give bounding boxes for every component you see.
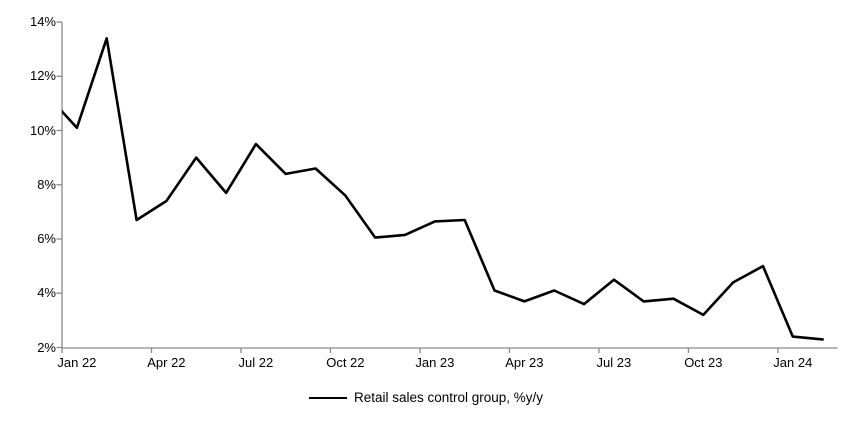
x-axis-tick-label: Jul 22: [238, 355, 274, 370]
y-axis-tick-label: 10%: [29, 122, 56, 138]
legend: Retail sales control group, %y/y: [0, 389, 852, 406]
x-axis-tick-label: Jan 22: [57, 355, 97, 370]
series-line: [62, 36, 825, 341]
y-axis-tick-label: 12%: [29, 68, 56, 84]
y-axis-tick-label: 4%: [37, 285, 56, 301]
x-axis-tick-label: Jan 24: [773, 355, 813, 370]
x-axis-tick-label: Jan 23: [415, 355, 455, 370]
y-axis-tick-label: 8%: [37, 176, 56, 192]
y-axis-tick-label: 2%: [37, 339, 56, 355]
y-axis-tick-label: 6%: [37, 231, 56, 246]
legend-line-swatch-icon: [308, 396, 347, 399]
x-axis-tick-label: Oct 22: [326, 355, 365, 370]
x-axis-tick-label: Oct 23: [684, 355, 723, 370]
x-axis-tick-label: Jul 23: [596, 355, 632, 370]
x-axis-tick-label: Apr 23: [505, 355, 544, 370]
x-axis-tick-label: Apr 22: [147, 355, 186, 370]
legend-label: Retail sales control group, %y/y: [353, 390, 544, 405]
y-axis-tick-label: 14%: [29, 14, 56, 29]
